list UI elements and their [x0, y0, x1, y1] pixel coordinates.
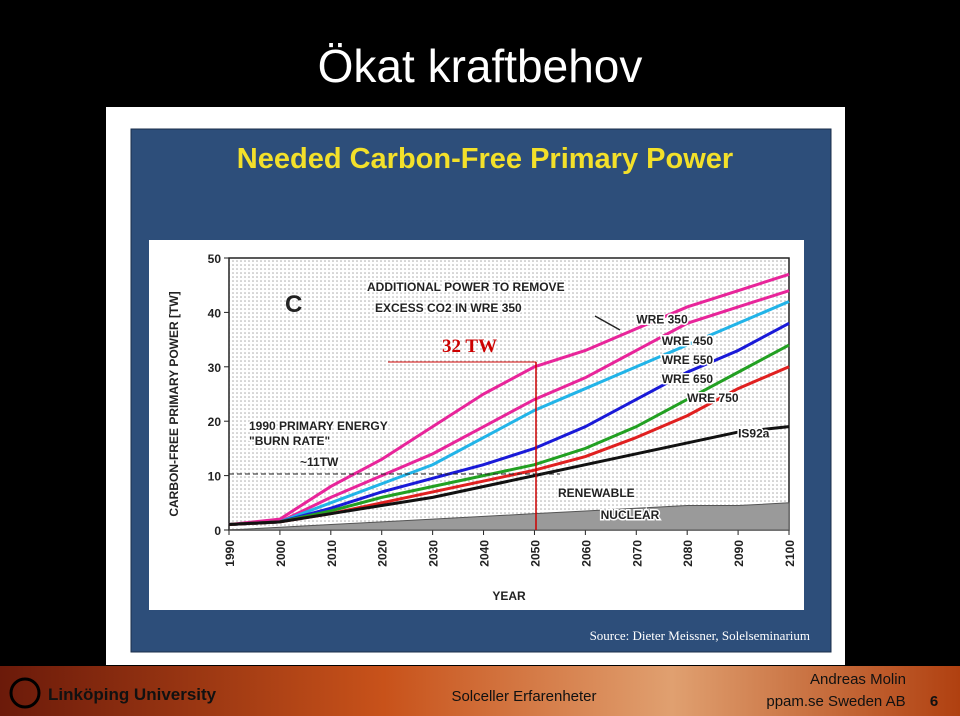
footer-university: Linköping University — [48, 685, 217, 704]
x-tick-label: 2090 — [732, 540, 746, 567]
panel-label: C — [285, 291, 302, 318]
chart-title: Needed Carbon-Free Primary Power — [237, 143, 733, 175]
series-label: WRE 650 — [662, 372, 714, 386]
x-tick-label: 2040 — [478, 540, 492, 567]
footer-company: ppam.se Sweden AB — [766, 693, 905, 710]
page-number: 6 — [930, 693, 938, 710]
slide-title: Ökat kraftbehov — [318, 40, 643, 92]
source: Source: Dieter Meissner, Solelseminarium — [590, 628, 810, 643]
annotation: "BURN RATE" — [249, 434, 330, 448]
line — [228, 289, 790, 527]
series-label: WRE 450 — [662, 334, 714, 348]
annotation: ~11TW — [300, 455, 339, 469]
footer-author: Andreas Molin — [810, 671, 906, 688]
y-tick-label: 10 — [208, 470, 222, 484]
x-axis-label: YEAR — [492, 589, 526, 603]
footer-center: Solceller Erfarenheter — [451, 688, 596, 705]
annotation-arrow — [594, 315, 621, 331]
series-label: NUCLEAR — [601, 508, 660, 522]
annotation: ADDITIONAL POWER TO REMOVE — [367, 280, 565, 294]
line — [228, 343, 790, 527]
x-tick-label: 2010 — [325, 540, 339, 567]
x-tick-label: 2100 — [783, 540, 797, 567]
x-tick-label: 2050 — [528, 540, 542, 567]
series-label: IS92a — [738, 427, 770, 441]
y-tick-label: 30 — [208, 361, 222, 375]
series-label: WRE 550 — [662, 353, 714, 367]
annotation: 1990 PRIMARY ENERGY — [249, 419, 388, 433]
line — [228, 272, 790, 527]
y-axis-label: CARBON-FREE PRIMARY POWER [TW] — [167, 291, 181, 516]
footer-bar — [0, 666, 960, 716]
line — [228, 425, 790, 527]
x-tick-label: 2070 — [630, 540, 644, 567]
x-tick-label: 2060 — [579, 540, 593, 567]
x-tick-label: 2080 — [681, 540, 695, 567]
series-label: WRE 350 — [636, 312, 688, 326]
line — [228, 321, 790, 527]
series-label: WRE 750 — [687, 391, 739, 405]
logo — [9, 677, 41, 709]
y-tick-label: 20 — [208, 415, 222, 429]
annotation: 32 TW — [442, 336, 497, 357]
y-tick-label: 50 — [208, 252, 222, 266]
x-tick-label: 1990 — [223, 540, 237, 567]
annotation: RENEWABLE — [558, 486, 635, 500]
annotation: EXCESS CO2 IN WRE 350 — [375, 301, 522, 315]
x-tick-label: 2020 — [376, 540, 390, 567]
x-tick-label: 2030 — [427, 540, 441, 567]
y-tick-label: 0 — [214, 524, 221, 538]
line — [228, 300, 790, 527]
area — [228, 502, 790, 531]
x-tick-label: 2000 — [274, 540, 288, 567]
y-tick-label: 40 — [208, 306, 222, 320]
